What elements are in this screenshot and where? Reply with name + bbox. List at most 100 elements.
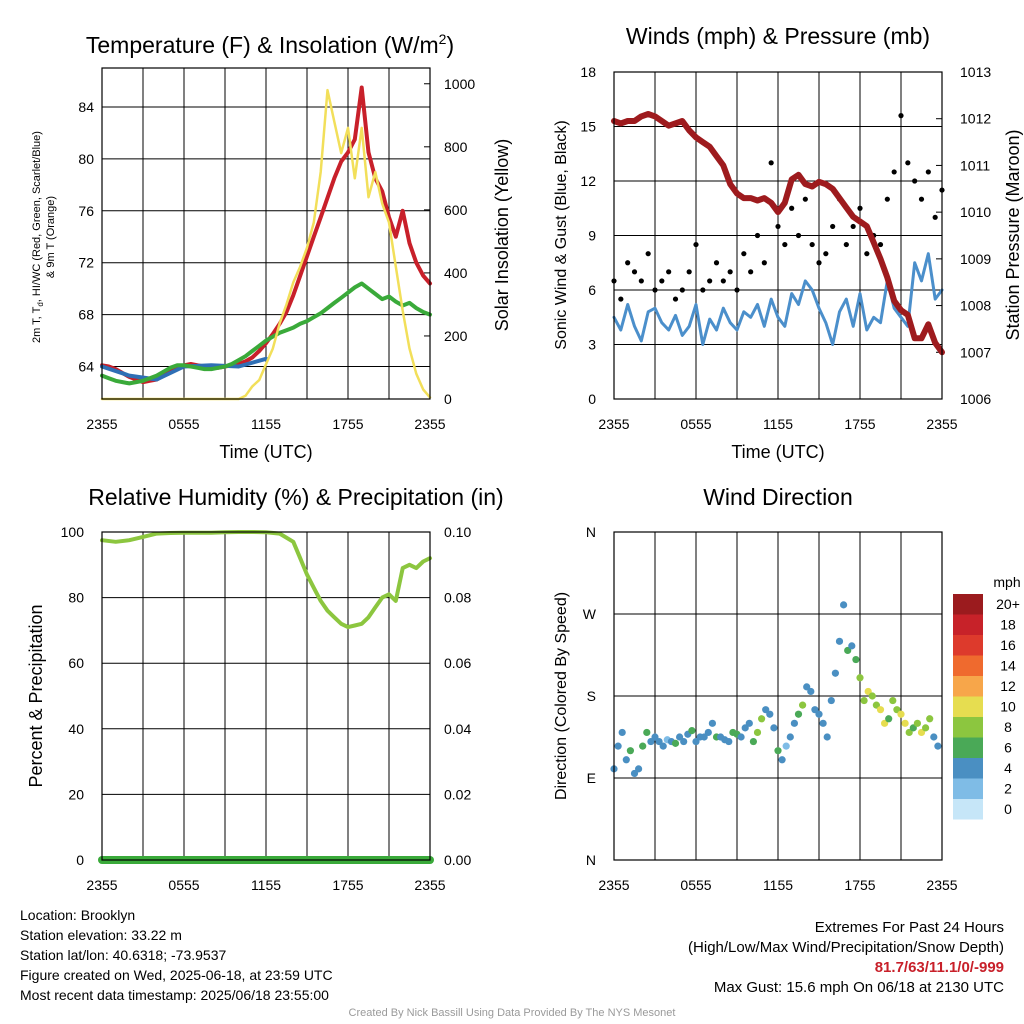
direction-point [749, 737, 758, 746]
gust-point [775, 223, 781, 230]
direction-point [766, 710, 774, 718]
gust-point [625, 260, 631, 266]
temperature-title: Temperature (F) & Insolation (W/m2) [86, 31, 454, 58]
direction-ytick-label: N [586, 524, 596, 540]
winds-ytick-label: 18 [580, 64, 596, 80]
direction-point [745, 719, 753, 727]
direction-point [794, 710, 803, 718]
direction-point [708, 719, 717, 727]
direction-point [725, 737, 733, 746]
direction-point [885, 715, 893, 723]
temperature-ytick-label: 68 [78, 307, 94, 323]
gust-point [891, 169, 897, 175]
legend-swatch [953, 655, 983, 676]
gust-point [659, 278, 665, 284]
temperature-ytick-label: 76 [78, 203, 94, 219]
direction-point [799, 701, 807, 709]
direction-xtick-label: 0555 [680, 877, 711, 893]
legend-swatch [953, 614, 983, 635]
insolation-ytick-label: 1000 [444, 76, 475, 92]
direction-point [807, 687, 815, 696]
legend-label: 10 [1000, 699, 1016, 715]
temperature-xtick-label: 1155 [251, 416, 281, 432]
legend-swatch [953, 737, 983, 758]
temperature-xtick-label: 1755 [332, 416, 363, 432]
legend-label: 14 [1000, 658, 1016, 674]
winds-plot-frame [613, 71, 943, 400]
direction-point [737, 733, 745, 741]
gust-point [925, 169, 931, 175]
humidity-ytick-label: 80 [68, 590, 84, 606]
winds-title: Winds (mph) & Pressure (mb) [626, 23, 930, 49]
gust-point [912, 178, 918, 184]
temperature-ytick-label: 80 [78, 151, 94, 167]
direction-point [618, 728, 626, 737]
direction-point [856, 674, 864, 682]
gust-point [843, 241, 849, 248]
recent-text: Most recent data timestamp: 2025/06/18 2… [20, 987, 329, 1003]
winds-ytick-label: 3 [588, 337, 596, 353]
direction-title: Wind Direction [703, 484, 853, 510]
legend-label: 20+ [996, 596, 1020, 612]
gust-point [713, 260, 720, 266]
winds-ytick-label: 12 [580, 173, 596, 189]
direction-point [852, 655, 860, 664]
gust-point [686, 269, 692, 275]
gust-point [918, 196, 925, 202]
direction-point [922, 724, 930, 732]
direction-point [753, 728, 762, 737]
gust-point [884, 196, 890, 202]
insolation-ytick-label: 800 [444, 139, 468, 155]
direction-point [758, 715, 766, 723]
direction-ytick-label: S [587, 688, 596, 704]
gust-point [748, 269, 754, 275]
humidity-ytick-label: 40 [68, 721, 84, 737]
humidity-ytick-label: 60 [68, 655, 84, 671]
latlon-text: Station lat/lon: 40.6318; -73.9537 [20, 947, 227, 963]
extremes-info: Extremes For Past 24 Hours (High/Low/Max… [688, 918, 1004, 998]
direction-point [704, 728, 712, 737]
insolation-ytick-label: 600 [444, 202, 468, 218]
temperature-xtick-label: 2355 [86, 416, 117, 432]
temperature-ytick-label: 72 [78, 255, 94, 271]
gust-point [631, 269, 638, 275]
gust-point [652, 287, 658, 293]
gust-point [823, 251, 829, 257]
gust-point [618, 296, 624, 302]
gust-point [898, 113, 904, 119]
direction-point [831, 669, 840, 677]
temperature-ylabel-line2: & 9m T (Orange) [45, 196, 57, 278]
elevation-text: Station elevation: 33.22 m [20, 927, 182, 943]
pressure-ytick-label: 1012 [960, 111, 991, 127]
legend-swatch [953, 696, 983, 717]
temperature-ylabel: 2m T, Td, HI/WC (Red, Green, Scarlet/Blu… [31, 131, 45, 343]
legend-swatch [953, 799, 983, 820]
extremes-values: 81.7/63/11.1/0/-999 [874, 959, 1004, 976]
pressure-ytick-label: 1013 [960, 64, 991, 80]
gust-point [789, 205, 795, 211]
series-line-station-pressure [611, 111, 945, 356]
direction-point [815, 710, 823, 718]
precip-ytick-label: 0.06 [444, 655, 471, 671]
direction-point [671, 739, 680, 747]
direction-point [934, 742, 942, 750]
pressure-ytick-label: 1007 [960, 344, 991, 360]
legend-swatch [953, 758, 983, 779]
direction-ytick-label: E [587, 770, 596, 786]
direction-plot-frame [613, 531, 943, 861]
series-line-dew-point [100, 281, 432, 386]
pressure-ytick-label: 1009 [960, 251, 991, 267]
legend-label: 18 [1000, 617, 1016, 633]
gust-point [741, 251, 747, 257]
legend-title: mph [993, 574, 1020, 590]
precip-ytick-label: 0.10 [444, 524, 471, 540]
precip-ytick-label: 0.00 [444, 852, 471, 868]
humidity-ytick-label: 0 [76, 852, 84, 868]
pressure-ytick-label: 1006 [960, 391, 991, 407]
gust-point [864, 251, 870, 257]
pressure-ytick-label: 1011 [960, 157, 990, 173]
gust-point [754, 232, 761, 239]
direction-point [819, 719, 827, 727]
legend-label: 4 [1004, 760, 1012, 776]
